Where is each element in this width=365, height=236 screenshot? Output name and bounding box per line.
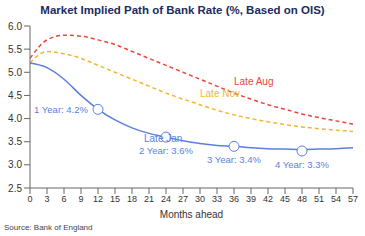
svg-text:Months ahead: Months ahead: [160, 209, 223, 220]
svg-text:54: 54: [331, 194, 341, 204]
svg-text:5.5: 5.5: [8, 44, 22, 55]
svg-text:30: 30: [195, 194, 205, 204]
html-text:Source: Bank of England: Source: Bank of England: [4, 223, 93, 232]
svg-text:3.5: 3.5: [8, 136, 22, 147]
svg-text:Late Aug: Late Aug: [234, 76, 273, 87]
svg-text:3 Year: 3.4%: 3 Year: 3.4%: [207, 154, 261, 165]
svg-text:0: 0: [27, 194, 32, 204]
svg-text:12: 12: [93, 194, 103, 204]
svg-text:4 Year: 3.3%: 4 Year: 3.3%: [275, 159, 329, 170]
svg-text:45: 45: [280, 194, 290, 204]
svg-text:4.5: 4.5: [8, 90, 22, 101]
svg-text:3: 3: [44, 194, 49, 204]
svg-text:51: 51: [314, 194, 324, 204]
svg-text:Late Nov: Late Nov: [200, 88, 240, 99]
svg-text:48: 48: [297, 194, 307, 204]
svg-text:3.0: 3.0: [8, 159, 22, 170]
svg-text:2 Year: 3.6%: 2 Year: 3.6%: [139, 145, 193, 156]
svg-text:4.0: 4.0: [8, 113, 22, 124]
svg-text:57: 57: [348, 194, 358, 204]
svg-text:6: 6: [61, 194, 66, 204]
html-text:Market Implied Path of Bank Ra: Market Implied Path of Bank Rate (%, Bas…: [40, 4, 325, 16]
svg-text:2.5: 2.5: [8, 183, 22, 194]
svg-text:27: 27: [178, 194, 188, 204]
svg-text:18: 18: [127, 194, 137, 204]
svg-text:42: 42: [263, 194, 273, 204]
svg-text:21: 21: [144, 194, 154, 204]
svg-text:24: 24: [161, 194, 171, 204]
svg-text:15: 15: [110, 194, 120, 204]
svg-text:9: 9: [78, 194, 83, 204]
svg-text:Late Jan: Late Jan: [144, 133, 182, 144]
svg-text:36: 36: [229, 194, 239, 204]
svg-text:6.0: 6.0: [8, 21, 22, 32]
svg-text:33: 33: [212, 194, 222, 204]
svg-text:1 Year: 4.2%: 1 Year: 4.2%: [34, 104, 88, 115]
svg-text:39: 39: [246, 194, 256, 204]
svg-text:5.0: 5.0: [8, 67, 22, 78]
